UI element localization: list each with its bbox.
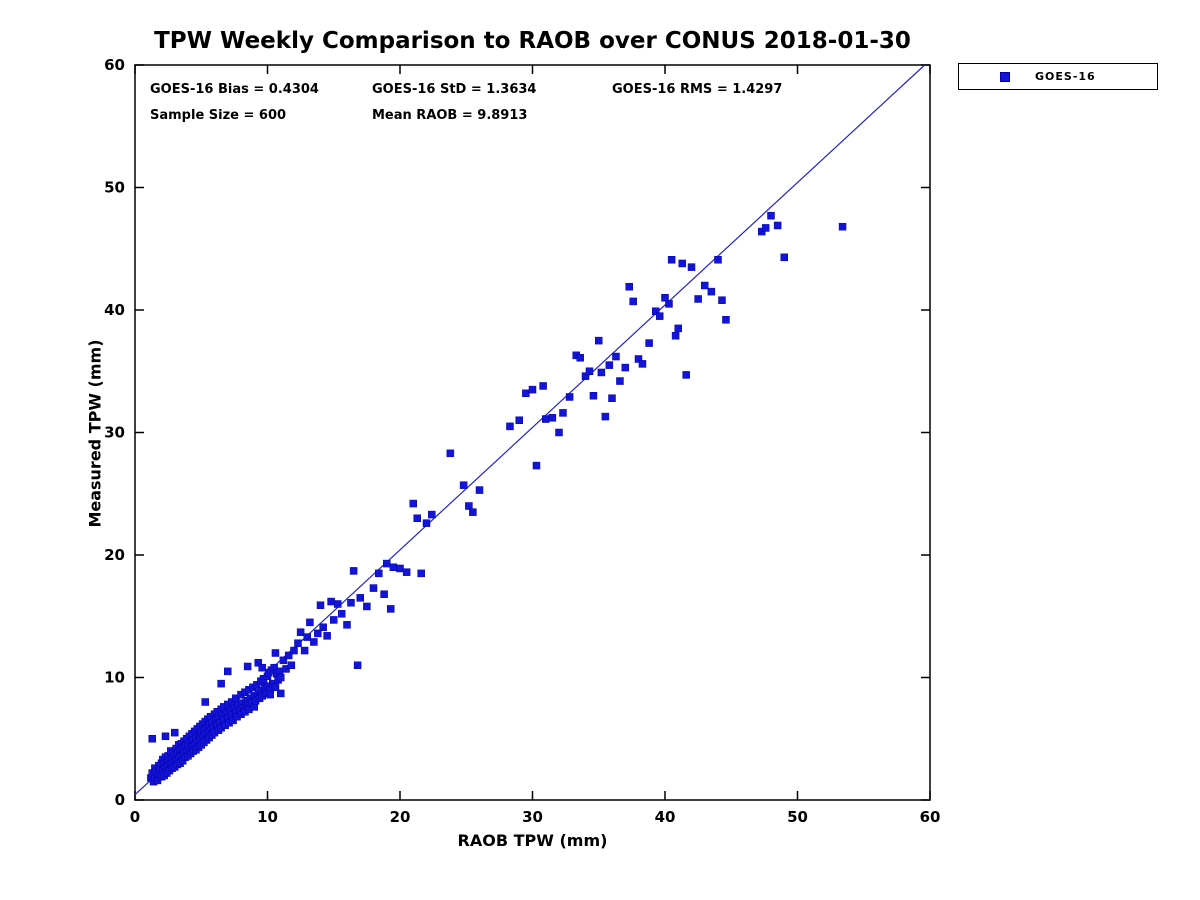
stat-bias: GOES-16 Bias = 0.4304 (150, 82, 319, 97)
svg-text:20: 20 (104, 546, 125, 564)
svg-text:50: 50 (104, 179, 125, 197)
svg-text:60: 60 (920, 808, 941, 826)
y-axis-label: Measured TPW (mm) (85, 339, 105, 528)
svg-text:50: 50 (787, 808, 808, 826)
svg-text:60: 60 (104, 56, 125, 74)
axis-tick-labels: 0 10 20 30 40 50 60 0 10 20 30 40 50 60 (104, 56, 940, 826)
legend: GOES-16 (958, 63, 1158, 90)
svg-text:40: 40 (655, 808, 676, 826)
stat-mean-raob: Mean RAOB = 9.8913 (372, 108, 528, 123)
svg-text:20: 20 (390, 808, 411, 826)
legend-label: GOES-16 (1035, 70, 1096, 83)
axis-ticks (134, 64, 931, 801)
svg-text:40: 40 (104, 301, 125, 319)
svg-text:0: 0 (130, 808, 140, 826)
svg-text:10: 10 (104, 669, 125, 687)
svg-text:30: 30 (104, 424, 125, 442)
scatter-series-GOES-16 (147, 211, 847, 786)
stat-std: GOES-16 StD = 1.3634 (372, 82, 537, 97)
chart-title: TPW Weekly Comparison to RAOB over CONUS… (154, 28, 911, 54)
stat-sample-size: Sample Size = 600 (150, 108, 287, 123)
stat-rms: GOES-16 RMS = 1.4297 (612, 82, 783, 97)
svg-text:0: 0 (115, 791, 125, 809)
legend-marker-square-icon (1000, 71, 1010, 82)
svg-text:30: 30 (522, 808, 543, 826)
x-axis-label: RAOB TPW (mm) (457, 831, 608, 850)
svg-text:10: 10 (257, 808, 278, 826)
